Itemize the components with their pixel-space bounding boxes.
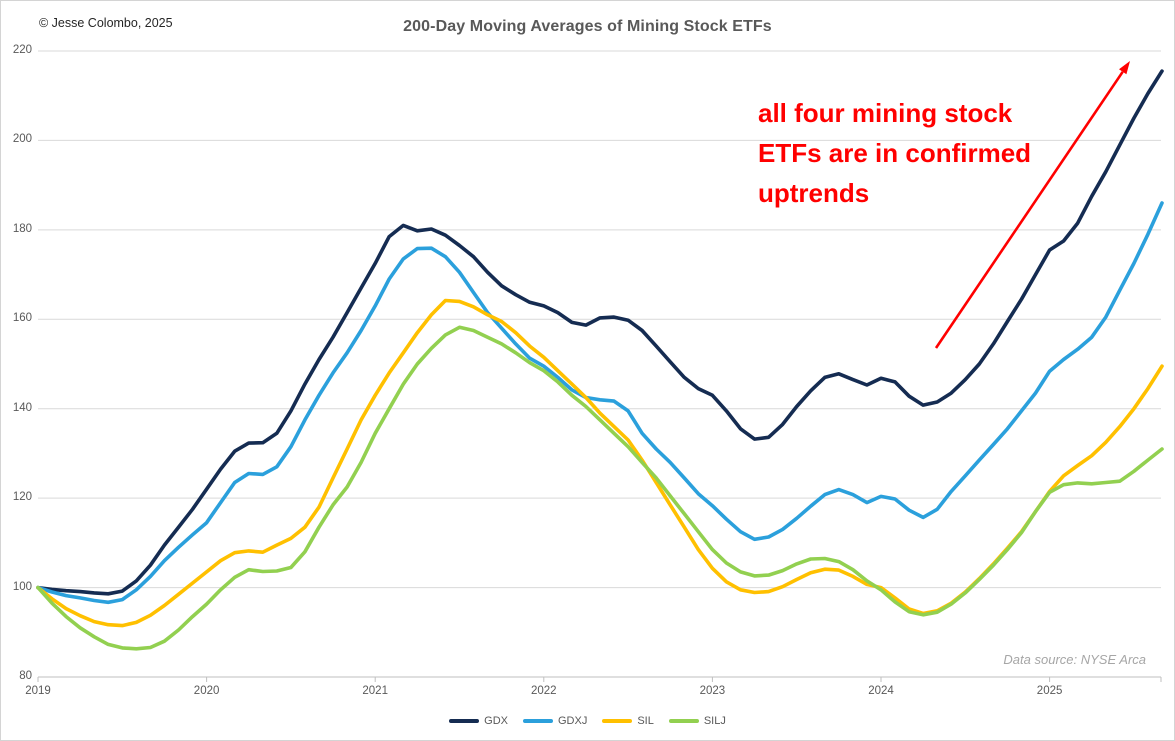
y-axis-label: 100 [12, 580, 32, 593]
y-axis-label: 200 [12, 133, 32, 146]
legend-swatch-gdxj [522, 719, 553, 723]
annotation-line-3: uptrends [758, 178, 870, 208]
legend-swatch-silj [668, 719, 699, 723]
legend-swatch-gdx [449, 719, 480, 723]
annotation-line-2: ETFs are in confirmed [758, 138, 1032, 168]
legend-item-gdxj: GDXJ [522, 715, 588, 727]
series-line-sil [36, 298, 1164, 628]
chart-title: 200-Day Moving Averages of Mining Stock … [403, 18, 772, 35]
series-line-gdxj [36, 201, 1164, 605]
legend-item-silj: SILJ [668, 715, 726, 727]
series-line-silj [36, 325, 1164, 651]
y-axis-label: 140 [12, 401, 32, 414]
y-axis-label: 160 [12, 312, 32, 325]
y-axis-label: 120 [12, 491, 32, 504]
trend-arrow [934, 61, 1130, 349]
annotation-text: all four mining stock ETFs are in confir… [758, 93, 1078, 213]
legend-label-silj: SILJ [703, 715, 726, 727]
x-axis-label: 2025 [1036, 685, 1063, 697]
x-axis [37, 676, 1162, 682]
x-axis-label: 2020 [193, 685, 220, 697]
copyright-text: © Jesse Colombo, 2025 [39, 16, 173, 30]
x-axis-label: 2024 [868, 685, 894, 697]
legend: GDX GDXJ SIL SILJ [1, 712, 1174, 730]
data-source-note: Data source: NYSE Arca [1003, 652, 1146, 667]
series-lines [36, 69, 1164, 651]
legend-item-sil: SIL [602, 715, 654, 727]
x-axis-label: 2023 [699, 685, 726, 697]
legend-label-gdx: GDX [484, 715, 508, 727]
x-axis-label: 2022 [531, 685, 557, 697]
y-axis-label: 220 [12, 44, 32, 56]
annotation-line-1: all four mining stock [758, 98, 1013, 128]
y-axis-label: 80 [19, 670, 32, 682]
legend-item-gdx: GDX [449, 715, 508, 727]
legend-swatch-sil [602, 719, 633, 723]
x-axis-label: 2019 [25, 685, 51, 697]
legend-label-sil: SIL [637, 715, 654, 727]
x-axis-label: 2021 [362, 685, 388, 697]
series-line-gdx [36, 69, 1164, 596]
y-axis-label: 180 [12, 222, 32, 235]
legend-label-gdxj: GDXJ [557, 715, 588, 727]
